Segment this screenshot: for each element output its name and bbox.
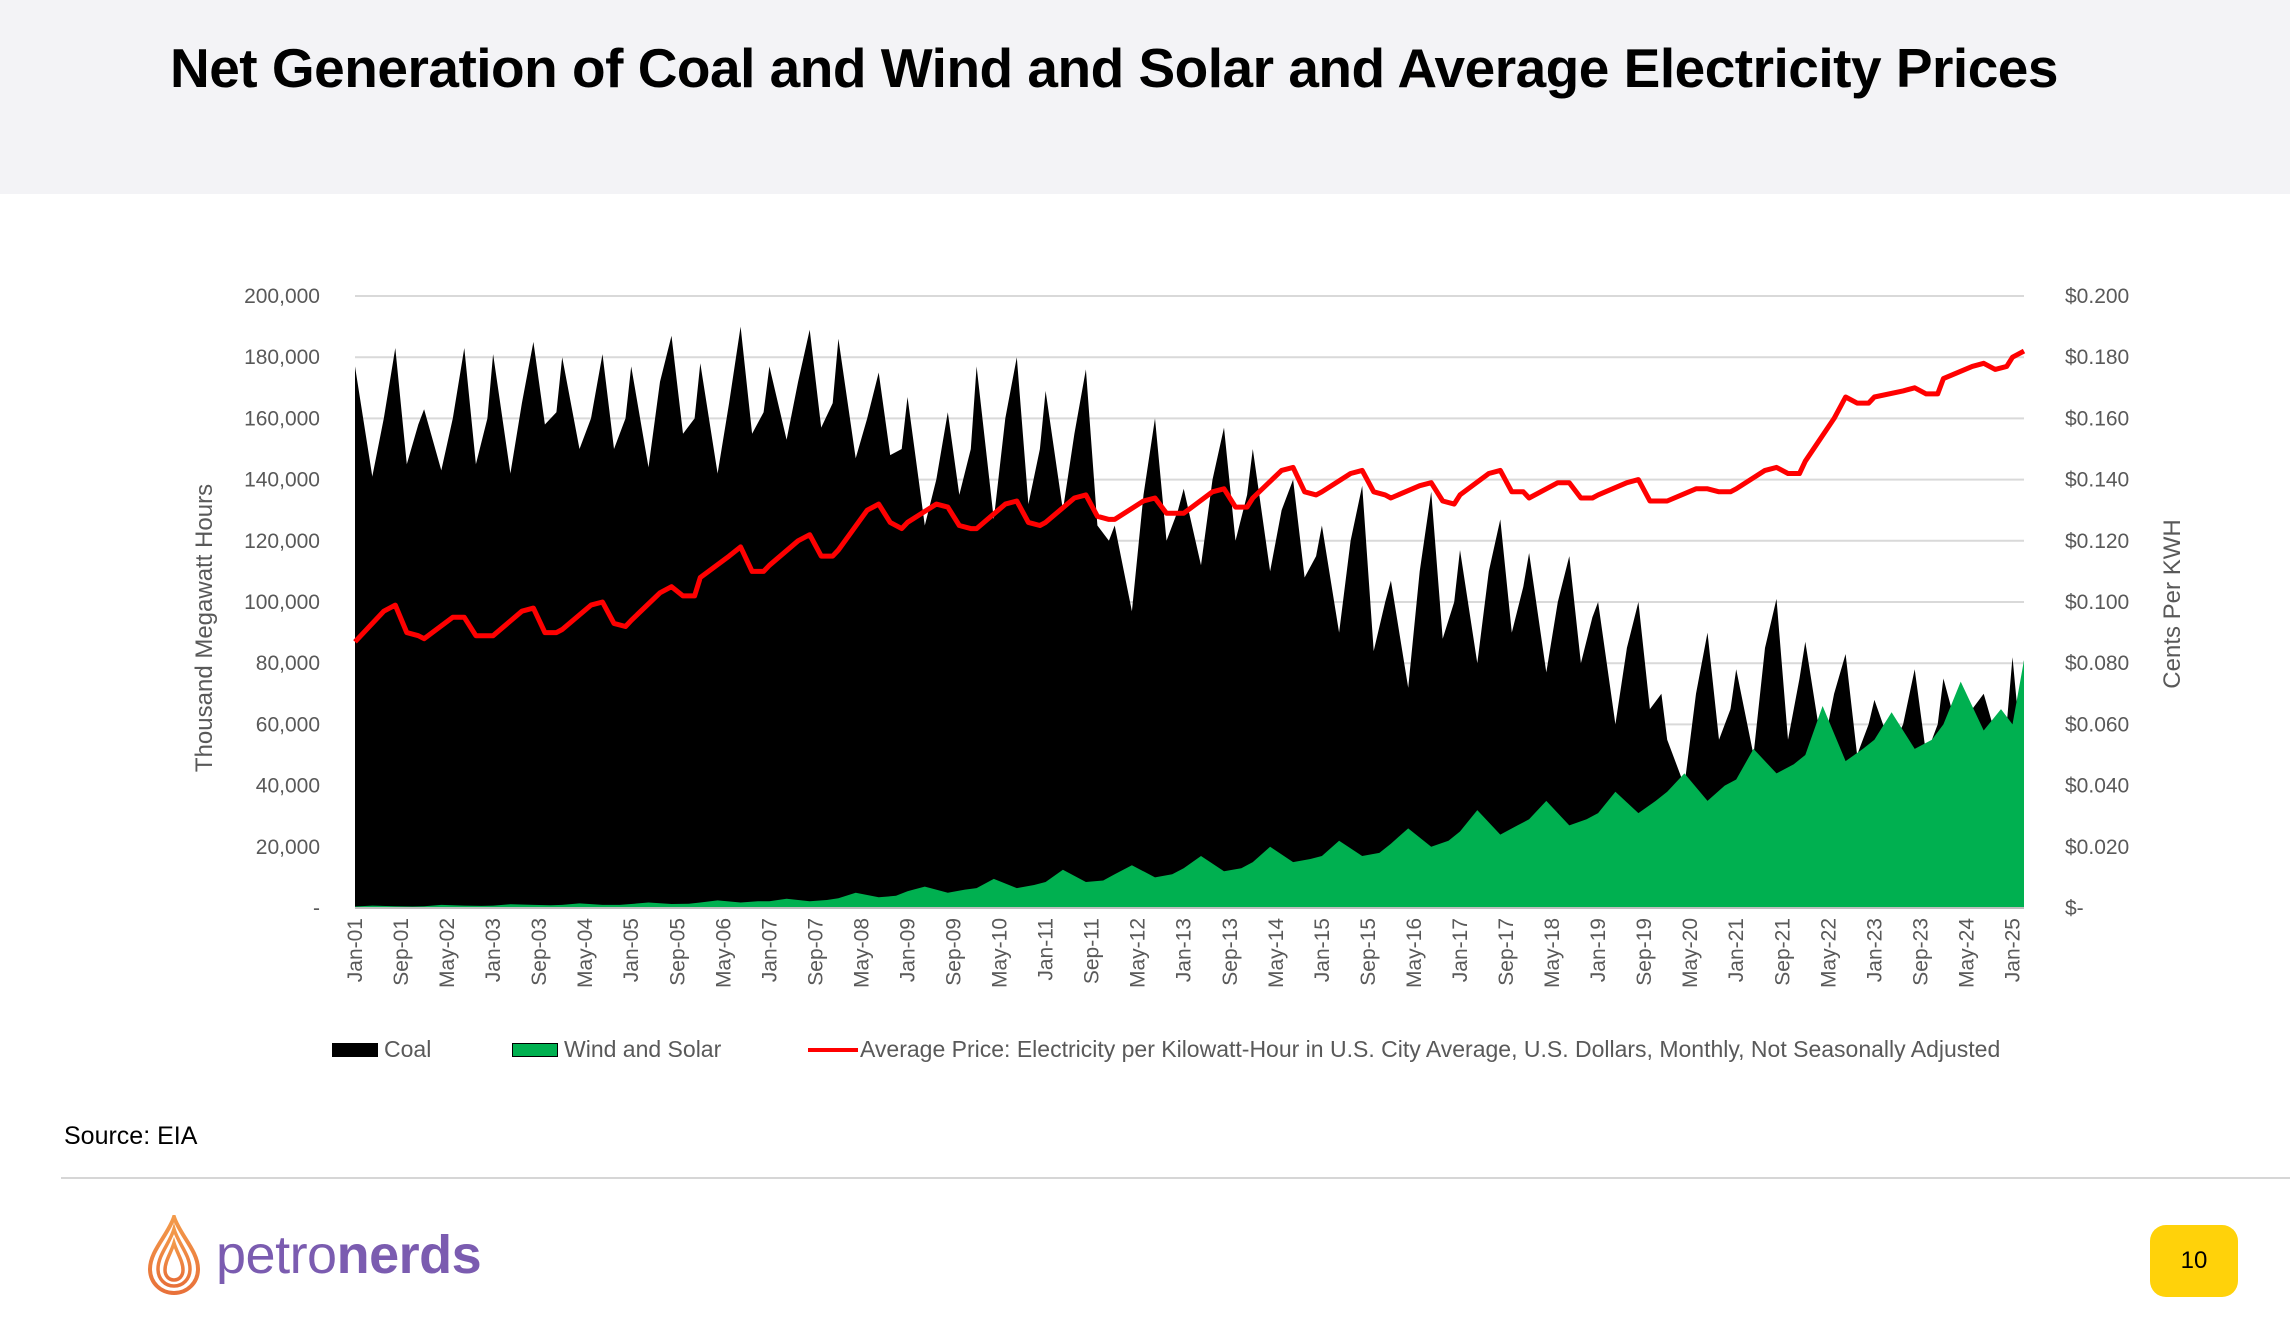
y-tick-label: 140,000 [244, 469, 320, 492]
divider [61, 1177, 2290, 1179]
y-tick-label: 120,000 [244, 530, 320, 553]
legend-label-coal: Coal [384, 1036, 432, 1062]
x-tick-label: Sep-13 [1219, 918, 1242, 986]
x-tick-label: Sep-17 [1495, 918, 1518, 986]
x-tick-label: Jan-17 [1449, 918, 1472, 982]
y2-tick-label: $0.020 [2065, 836, 2129, 859]
legend-label-wind-solar: Wind and Solar [564, 1036, 722, 1062]
x-tick-label: Jan-11 [1035, 918, 1058, 981]
y-tick-label: - [313, 897, 320, 920]
x-tick-label: Sep-11 [1081, 918, 1104, 984]
x-tick-label: May-06 [712, 918, 735, 988]
y-tick-label: 40,000 [256, 775, 320, 798]
y2-tick-label: $- [2065, 897, 2084, 920]
x-tick-label: May-20 [1679, 918, 1702, 988]
x-tick-label: Jan-13 [1173, 918, 1196, 982]
y-tick-label: 80,000 [256, 652, 320, 675]
y2-tick-label: $0.140 [2065, 469, 2129, 492]
legend-item-wind-solar: Wind and Solar [512, 1036, 721, 1063]
x-tick-label: Sep-15 [1357, 918, 1380, 986]
price-line [353, 348, 2026, 644]
y2-tick-label: $0.100 [2065, 591, 2129, 614]
chart: - $- 20,000 $0.020 40,000 $0.040 60,000 $0.060 8… [191, 285, 2186, 988]
x-tick-label: Jan-21 [1725, 918, 1748, 982]
logo-text-nerds: nerds [336, 1225, 482, 1285]
legend-item-coal: Coal [332, 1036, 431, 1063]
x-tick-label: Jan-05 [620, 918, 643, 982]
x-tick-label: May-02 [436, 918, 459, 988]
x-tick-label: Jan-03 [482, 918, 505, 982]
x-tick-label: May-24 [1955, 918, 1978, 988]
y2-tick-label: $0.080 [2065, 652, 2129, 675]
x-tick-label: Jan-15 [1311, 918, 1334, 982]
x-tick-label: Jan-09 [896, 918, 919, 982]
x-tick-label: May-08 [850, 918, 873, 988]
legend-label-price: Average Price: Electricity per Kilowatt-… [860, 1036, 2001, 1062]
logo-wordmark: petronerds [216, 1224, 482, 1286]
x-tick-label: May-22 [1817, 918, 1840, 988]
y-axis-title: Thousand Megawatt Hours [191, 484, 218, 772]
coal-area [355, 326, 2024, 909]
x-tick-label: May-12 [1127, 918, 1150, 988]
x-tick-label: Jan-07 [758, 918, 781, 982]
legend-swatch-price [808, 1047, 858, 1052]
x-tick-label: May-14 [1265, 918, 1288, 988]
x-tick-label: Jan-23 [1863, 918, 1886, 982]
x-tick-label: Sep-01 [390, 918, 413, 986]
x-tick-label: Sep-03 [528, 918, 551, 986]
y-tick-label: 20,000 [256, 836, 320, 859]
page-number: 10 [2180, 1247, 2208, 1274]
y2-tick-label: $0.040 [2065, 775, 2129, 798]
x-tick-label: Jan-19 [1587, 918, 1610, 982]
header-band [0, 0, 2290, 194]
y-tick-label: 200,000 [244, 285, 320, 308]
flame-icon [147, 1215, 201, 1295]
y2-tick-label: $0.200 [2065, 285, 2129, 308]
x-tick-label: May-18 [1541, 918, 1564, 988]
x-tick-label: May-04 [574, 918, 597, 988]
y-tick-label: 180,000 [244, 346, 320, 369]
legend-item-price: Average Price: Electricity per Kilowatt-… [808, 1036, 2000, 1063]
y-tick-label: 160,000 [244, 407, 320, 430]
x-tick-label: Sep-07 [804, 918, 827, 986]
x-tick-label: May-10 [989, 918, 1012, 988]
y2-axis-title: Cents Per KWH [2159, 519, 2186, 688]
x-tick-label: Jan-25 [2001, 918, 2024, 982]
x-tick-label: Jan-01 [344, 918, 367, 982]
x-tick-label: Sep-23 [1909, 918, 1932, 986]
x-tick-label: Sep-19 [1633, 918, 1656, 986]
page-title: Net Generation of Coal and Wind and Sola… [170, 37, 2058, 99]
x-tick-label: Sep-05 [666, 918, 689, 986]
legend-swatch-coal [332, 1042, 378, 1057]
wind-solar-area [355, 660, 2024, 908]
logo-text-petro: petro [216, 1225, 337, 1285]
legend-swatch-wind-solar [512, 1042, 558, 1057]
x-tick-label: May-16 [1403, 918, 1426, 988]
y2-tick-label: $0.180 [2065, 346, 2129, 369]
x-tick-label: Sep-21 [1771, 918, 1794, 986]
y2-tick-label: $0.160 [2065, 407, 2129, 430]
y-tick-label: 60,000 [256, 713, 320, 736]
page-number-badge: 10 [2150, 1225, 2238, 1297]
x-tick-label: Sep-09 [943, 918, 966, 986]
y2-tick-label: $0.060 [2065, 713, 2129, 736]
petronerds-logo: petronerds [146, 1215, 482, 1295]
source-note: Source: EIA [64, 1122, 198, 1150]
y2-tick-label: $0.120 [2065, 530, 2129, 553]
y-tick-label: 100,000 [244, 591, 320, 614]
